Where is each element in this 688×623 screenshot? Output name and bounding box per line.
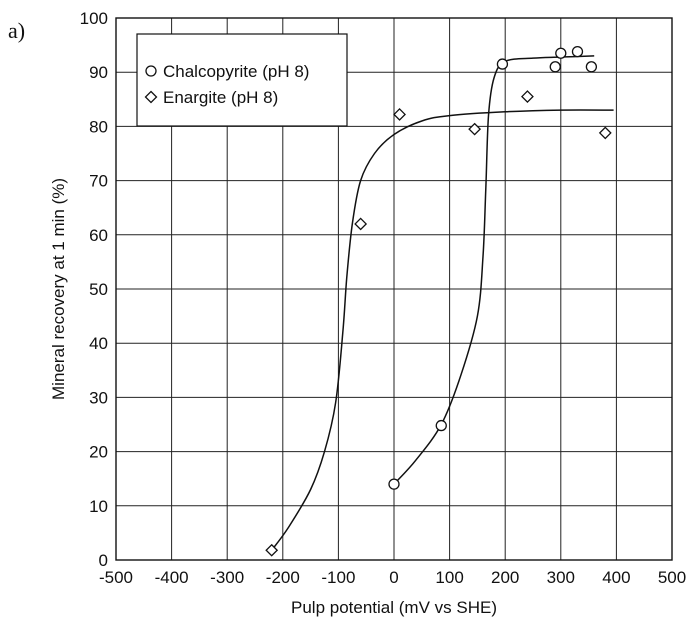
legend-marker-chalcopyrite [145,65,157,77]
legend-label-chalcopyrite: Chalcopyrite (pH 8) [163,62,309,81]
chalcopyrite-point [571,45,584,58]
x-tick-label: 0 [389,568,398,587]
enargite-point [468,122,482,136]
chalcopyrite-point [435,419,447,432]
y-tick-label: 10 [89,497,108,516]
y-tick-label: 90 [89,63,108,82]
legend-marker-enargite [144,90,158,104]
x-tick-label: -200 [266,568,300,587]
panel-label: a) [8,18,25,43]
chalcopyrite-point [555,47,567,59]
x-axis-label: Pulp potential (mV vs SHE) [291,598,497,617]
x-tick-label: 500 [658,568,686,587]
enargite-point [521,90,534,104]
y-tick-label: 50 [89,280,108,299]
chalcopyrite-point [496,58,509,70]
enargite-point [265,543,279,557]
chalcopyrite-point [585,61,598,73]
legend: Chalcopyrite (pH 8) Enargite (pH 8) [136,33,348,127]
y-tick-label: 0 [99,551,108,570]
x-tick-label: 300 [547,568,575,587]
y-tick-labels: 0 10 20 30 40 50 60 70 80 90 100 [80,9,108,570]
y-axis-label: Mineral recovery at 1 min (%) [49,178,68,400]
legend-label-enargite: Enargite (pH 8) [163,88,278,107]
y-tick-label: 60 [89,226,108,245]
enargite-fit-curve [271,109,614,551]
legend-box [136,33,348,127]
y-tick-label: 20 [89,443,108,462]
y-tick-label: 40 [89,334,108,353]
y-tick-label: 30 [89,388,108,407]
x-tick-label: 100 [435,568,463,587]
x-tick-labels: -500 -400 -300 -200 -100 0 100 200 300 400 500 [99,568,686,587]
x-tick-label: -500 [99,568,133,587]
enargite-point [598,126,612,140]
x-tick-label: 400 [602,568,630,587]
fit-curves [271,55,614,551]
x-tick-label: 200 [491,568,519,587]
y-tick-label: 80 [89,117,108,136]
y-tick-label: 100 [80,9,108,28]
chalcopyrite-point [388,478,400,490]
x-tick-label: -100 [321,568,355,587]
x-tick-label: -300 [210,568,244,587]
y-tick-label: 70 [89,172,108,191]
enargite-point [393,108,406,121]
chalcopyrite-point [549,61,561,73]
enargite-point [354,217,368,231]
data-markers [265,45,612,557]
x-tick-label: -400 [155,568,189,587]
plot-frame [115,17,673,561]
